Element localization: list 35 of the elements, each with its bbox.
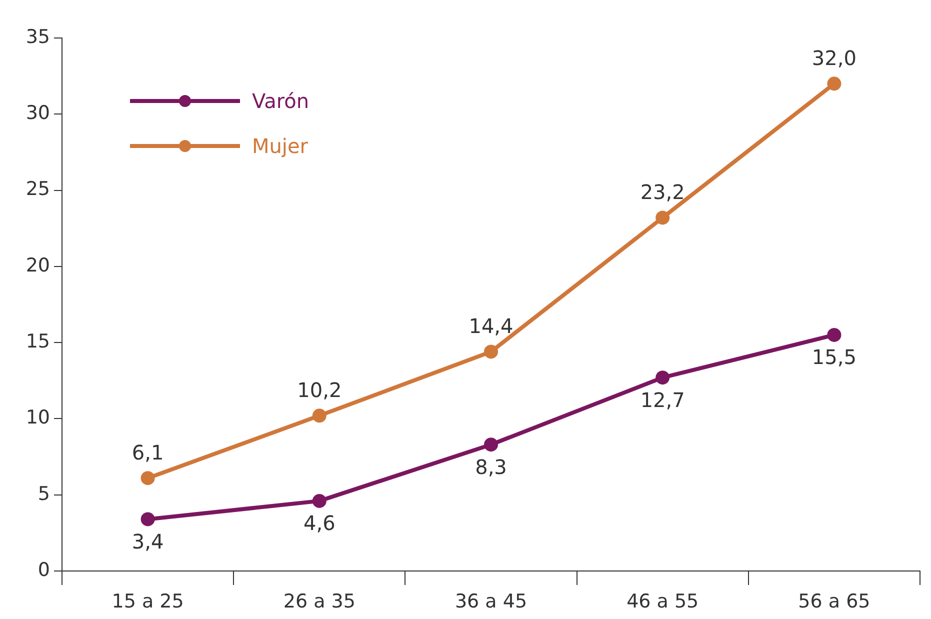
data-label: 32,0 [812,46,856,70]
data-label: 12,7 [640,388,685,412]
x-tick-label: 56 a 65 [798,590,870,612]
point [827,328,842,342]
point [484,344,498,359]
y-tick-label: 5 [38,482,50,505]
data-label: 3,4 [132,529,164,554]
point [656,210,670,225]
point [312,494,326,508]
data-label: 10,2 [297,378,342,402]
x-tick-label: 46 a 55 [626,590,699,612]
point [140,512,155,526]
point [484,438,498,452]
x-tick-label: 15 a 25 [112,590,184,612]
data-label: 4,6 [303,511,336,536]
x-tick-label: 26 a 35 [283,590,356,612]
point [827,76,842,91]
y-tick-label: 10 [26,406,50,429]
point [656,370,670,385]
y-tick-label: 25 [26,178,50,200]
y-tick-label: 30 [26,102,50,124]
text: Varón [252,88,310,112]
data-label: 15,5 [812,345,856,370]
text: Mujer [252,134,308,158]
y-tick-label: 35 [26,26,50,48]
data-label: 6,1 [132,440,164,464]
y-tick-label: 20 [26,254,50,276]
x-tick-label: 36 a 45 [454,590,528,612]
data-label: 23,2 [640,180,685,204]
data-label: 8,3 [475,454,507,479]
data-label: 14,4 [468,314,514,338]
point [140,471,155,486]
y-tick-label: 15 [26,330,50,353]
point [312,408,326,423]
y-tick-label: 0 [38,558,50,581]
